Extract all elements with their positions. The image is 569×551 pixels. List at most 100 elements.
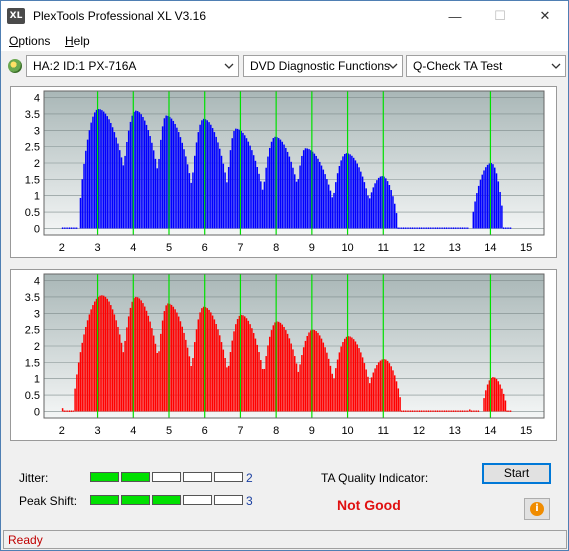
- peak-shift-chart-baseline-bar: [467, 410, 469, 412]
- peak-shift-chart-bar: [115, 320, 117, 412]
- info-button[interactable]: i: [524, 498, 550, 520]
- jitter-chart-baseline-bar: [415, 227, 417, 229]
- jitter-chart-bar: [142, 116, 144, 229]
- peak-shift-chart-x-tick-label: 9: [309, 425, 315, 437]
- jitter-meter-segment: [90, 472, 119, 482]
- info-icon: i: [530, 502, 544, 516]
- jitter-chart-baseline-bar: [61, 227, 64, 229]
- jitter-chart-bar: [326, 179, 328, 229]
- peak-shift-chart-bar: [326, 352, 328, 412]
- peak-shift-chart-bar: [120, 342, 123, 412]
- menu-help[interactable]: Help: [65, 34, 90, 48]
- peak-shift-chart-bar: [188, 356, 191, 412]
- peak-shift-chart-bar: [240, 314, 242, 412]
- peak-shift-chart-bar: [227, 365, 230, 412]
- jitter-chart-y-tick-label: 4: [34, 93, 40, 105]
- peak-shift-chart-bar: [119, 334, 121, 412]
- minimize-button[interactable]: —: [448, 8, 462, 24]
- peak-shift-meter-segment: [152, 495, 181, 505]
- jitter-chart-bar: [372, 187, 375, 229]
- function-select[interactable]: DVD Diagnostic Functions: [243, 55, 403, 77]
- jitter-chart-baseline-bar: [449, 227, 451, 229]
- close-button[interactable]: ✕: [539, 8, 551, 23]
- jitter-chart-plot-border: [43, 90, 545, 236]
- jitter-chart-baseline-bar: [402, 227, 405, 229]
- chevron-down-icon: [224, 63, 234, 69]
- peak-shift-chart-bar: [392, 370, 394, 412]
- peak-shift-chart-bar: [99, 295, 101, 412]
- peak-shift-chart-bar: [76, 374, 78, 412]
- jitter-chart-bar: [81, 179, 83, 229]
- jitter-chart-bar: [472, 211, 475, 229]
- drive-select[interactable]: HA:2 ID:1 PX-716A: [26, 55, 239, 77]
- jitter-chart-baseline-bar: [447, 227, 449, 229]
- peak-shift-chart-bar: [383, 359, 385, 412]
- jitter-chart-bar: [156, 168, 158, 229]
- jitter-chart-bar: [317, 158, 319, 229]
- jitter-chart-bar: [133, 111, 135, 229]
- peak-shift-chart-baseline-bar: [427, 410, 430, 412]
- jitter-chart-bar: [220, 155, 223, 229]
- start-button[interactable]: Start: [482, 463, 551, 484]
- peak-shift-chart-bar: [265, 356, 267, 412]
- jitter-chart-bar: [140, 114, 142, 229]
- jitter-chart-bar: [244, 135, 246, 229]
- peak-shift-chart-bar: [399, 397, 401, 412]
- peak-shift-chart-bar: [201, 308, 203, 412]
- peak-shift-chart-bar: [135, 296, 137, 412]
- peak-shift-chart-bar: [231, 340, 233, 412]
- jitter-chart-bar: [131, 115, 133, 229]
- jitter-chart-bar: [144, 120, 146, 229]
- jitter-chart-bar: [172, 120, 175, 229]
- peak-shift-chart-bar: [151, 328, 153, 412]
- peak-shift-chart-baseline-bar: [410, 410, 412, 412]
- peak-shift-chart-bar: [140, 300, 142, 412]
- peak-shift-chart-bar: [144, 306, 146, 412]
- peak-shift-chart-bar: [245, 318, 248, 412]
- jitter-chart-bar: [258, 173, 260, 229]
- jitter-chart-bar: [499, 191, 501, 229]
- peak-shift-chart-bar: [369, 383, 371, 412]
- peak-shift-chart-bar: [104, 296, 107, 412]
- jitter-chart-y-tick-label: 3.5: [25, 109, 40, 121]
- peak-shift-chart-bar: [127, 316, 130, 412]
- jitter-chart-baseline-bar: [456, 227, 458, 229]
- jitter-chart-bar: [99, 109, 101, 229]
- jitter-chart-bar: [327, 184, 330, 229]
- jitter-chart-bar: [115, 137, 117, 229]
- peak-shift-chart-y-tick-label: 1.5: [25, 357, 40, 369]
- jitter-chart-bar: [347, 153, 350, 229]
- peak-shift-chart: 0 0.5 1 1.5 2 2.5 3 3.5 4 2 3 4 5 6 7 8 9 10 11 12 13 14 15: [11, 270, 556, 440]
- jitter-chart-bar: [197, 132, 200, 229]
- peak-shift-chart-bar: [501, 388, 503, 412]
- peak-shift-chart-baseline-bar: [506, 410, 508, 412]
- peak-shift-chart-baseline-bar: [508, 410, 510, 412]
- peak-shift-chart-baseline-bar: [67, 410, 69, 412]
- jitter-chart-bar: [181, 142, 183, 229]
- jitter-chart-bar: [308, 149, 310, 229]
- jitter-chart-bar: [136, 111, 139, 229]
- peak-shift-chart-bar: [154, 343, 157, 412]
- jitter-chart-bar: [227, 167, 230, 229]
- jitter-chart-baseline-bar: [431, 227, 433, 229]
- menu-options[interactable]: Options: [9, 34, 50, 48]
- jitter-chart-bar: [111, 127, 114, 229]
- jitter-chart-bar: [110, 122, 112, 229]
- jitter-chart-baseline-bar: [442, 227, 444, 229]
- jitter-chart-bar: [283, 144, 285, 229]
- peak-shift-chart-bar: [97, 296, 100, 412]
- jitter-chart-bar: [213, 132, 216, 229]
- peak-shift-chart-baseline-bar: [465, 410, 467, 412]
- jitter-chart-baseline-bar: [397, 227, 399, 229]
- peak-shift-chart-bar: [267, 345, 269, 412]
- jitter-chart-baseline-bar: [74, 227, 76, 229]
- test-select[interactable]: Q-Check TA Test: [406, 55, 566, 77]
- peak-shift-chart-bar: [372, 372, 375, 412]
- peak-shift-chart-bar: [261, 369, 264, 412]
- peak-shift-chart-bar: [247, 320, 250, 412]
- peak-shift-chart-bar: [315, 331, 317, 412]
- peak-shift-chart-bar: [238, 315, 241, 412]
- jitter-chart-bar: [292, 167, 294, 229]
- peak-shift-chart-bar: [147, 315, 150, 412]
- maximize-button[interactable]: ☐: [494, 8, 506, 23]
